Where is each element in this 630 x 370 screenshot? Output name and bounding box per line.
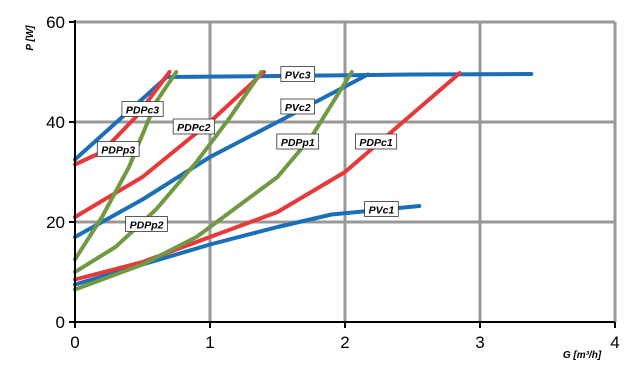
series-label-text: PVc1 xyxy=(369,205,395,217)
x-tick-label-3: 3 xyxy=(475,333,484,352)
series-label-text: PVc2 xyxy=(285,102,311,114)
series-label-text: PDPc2 xyxy=(177,122,210,134)
series-label-box xyxy=(121,101,164,117)
series-label-pvc3: PVc3 xyxy=(280,66,315,82)
series-label-pvc2: PVc2 xyxy=(280,98,315,115)
series-label-pdpc3: PDPc3 xyxy=(121,101,164,117)
x-tick-label-2: 2 xyxy=(340,333,349,352)
y-axis-label: P [W] xyxy=(25,25,36,51)
series-label-box xyxy=(354,133,398,150)
series-label-pdpp2: PDPp2 xyxy=(125,216,168,232)
series-line-pdpc1 xyxy=(73,71,462,282)
series-label-text: PDPp3 xyxy=(101,145,135,157)
x-tick-label-0: 0 xyxy=(70,333,79,352)
series-label-text: PVc3 xyxy=(285,70,311,82)
y-tick-label-2: 40 xyxy=(46,113,65,132)
series-line-pdpc2 xyxy=(73,70,266,219)
series-line-pdpp2 xyxy=(73,70,264,274)
y-tick-label-0: 0 xyxy=(56,313,65,332)
series-label-pvc1: PVc1 xyxy=(364,201,399,217)
series-label-text: PDPp1 xyxy=(281,137,315,149)
series-label-box xyxy=(125,216,168,232)
series-label-pdpc1: PDPc1 xyxy=(354,133,398,150)
series-label-box xyxy=(172,118,215,135)
series-label-text: PDPp2 xyxy=(130,220,164,232)
series-lines xyxy=(73,70,534,292)
series-label-pdpp3: PDPp3 xyxy=(96,141,140,157)
series-label-box xyxy=(280,66,315,82)
series-line-pdpp3 xyxy=(73,70,179,262)
series-labels: PVc3 PVc2 PVc1 PDPc3 PDPc2 PDPc1 PDPp3 PDPp2 PDP… xyxy=(96,66,399,232)
series-label-pdpp1: PDPp1 xyxy=(276,133,319,150)
series-label-box xyxy=(280,98,315,115)
y-tick-label-3: 60 xyxy=(46,13,65,32)
series-label-pdpc2: PDPc2 xyxy=(172,118,215,135)
axes xyxy=(69,20,616,328)
series-line-pdpc3 xyxy=(73,70,172,167)
x-axis-label: G [m³/h] xyxy=(563,350,602,361)
y-tick-label-1: 20 xyxy=(46,213,65,232)
series-label-box xyxy=(96,141,140,157)
series-label-box xyxy=(276,133,319,150)
series-label-text: PDPc1 xyxy=(359,137,392,149)
series-label-text: PDPc3 xyxy=(126,105,159,117)
series-label-box xyxy=(364,201,399,217)
x-tick-label-1: 1 xyxy=(205,333,214,352)
x-tick-label-4: 4 xyxy=(610,333,619,352)
